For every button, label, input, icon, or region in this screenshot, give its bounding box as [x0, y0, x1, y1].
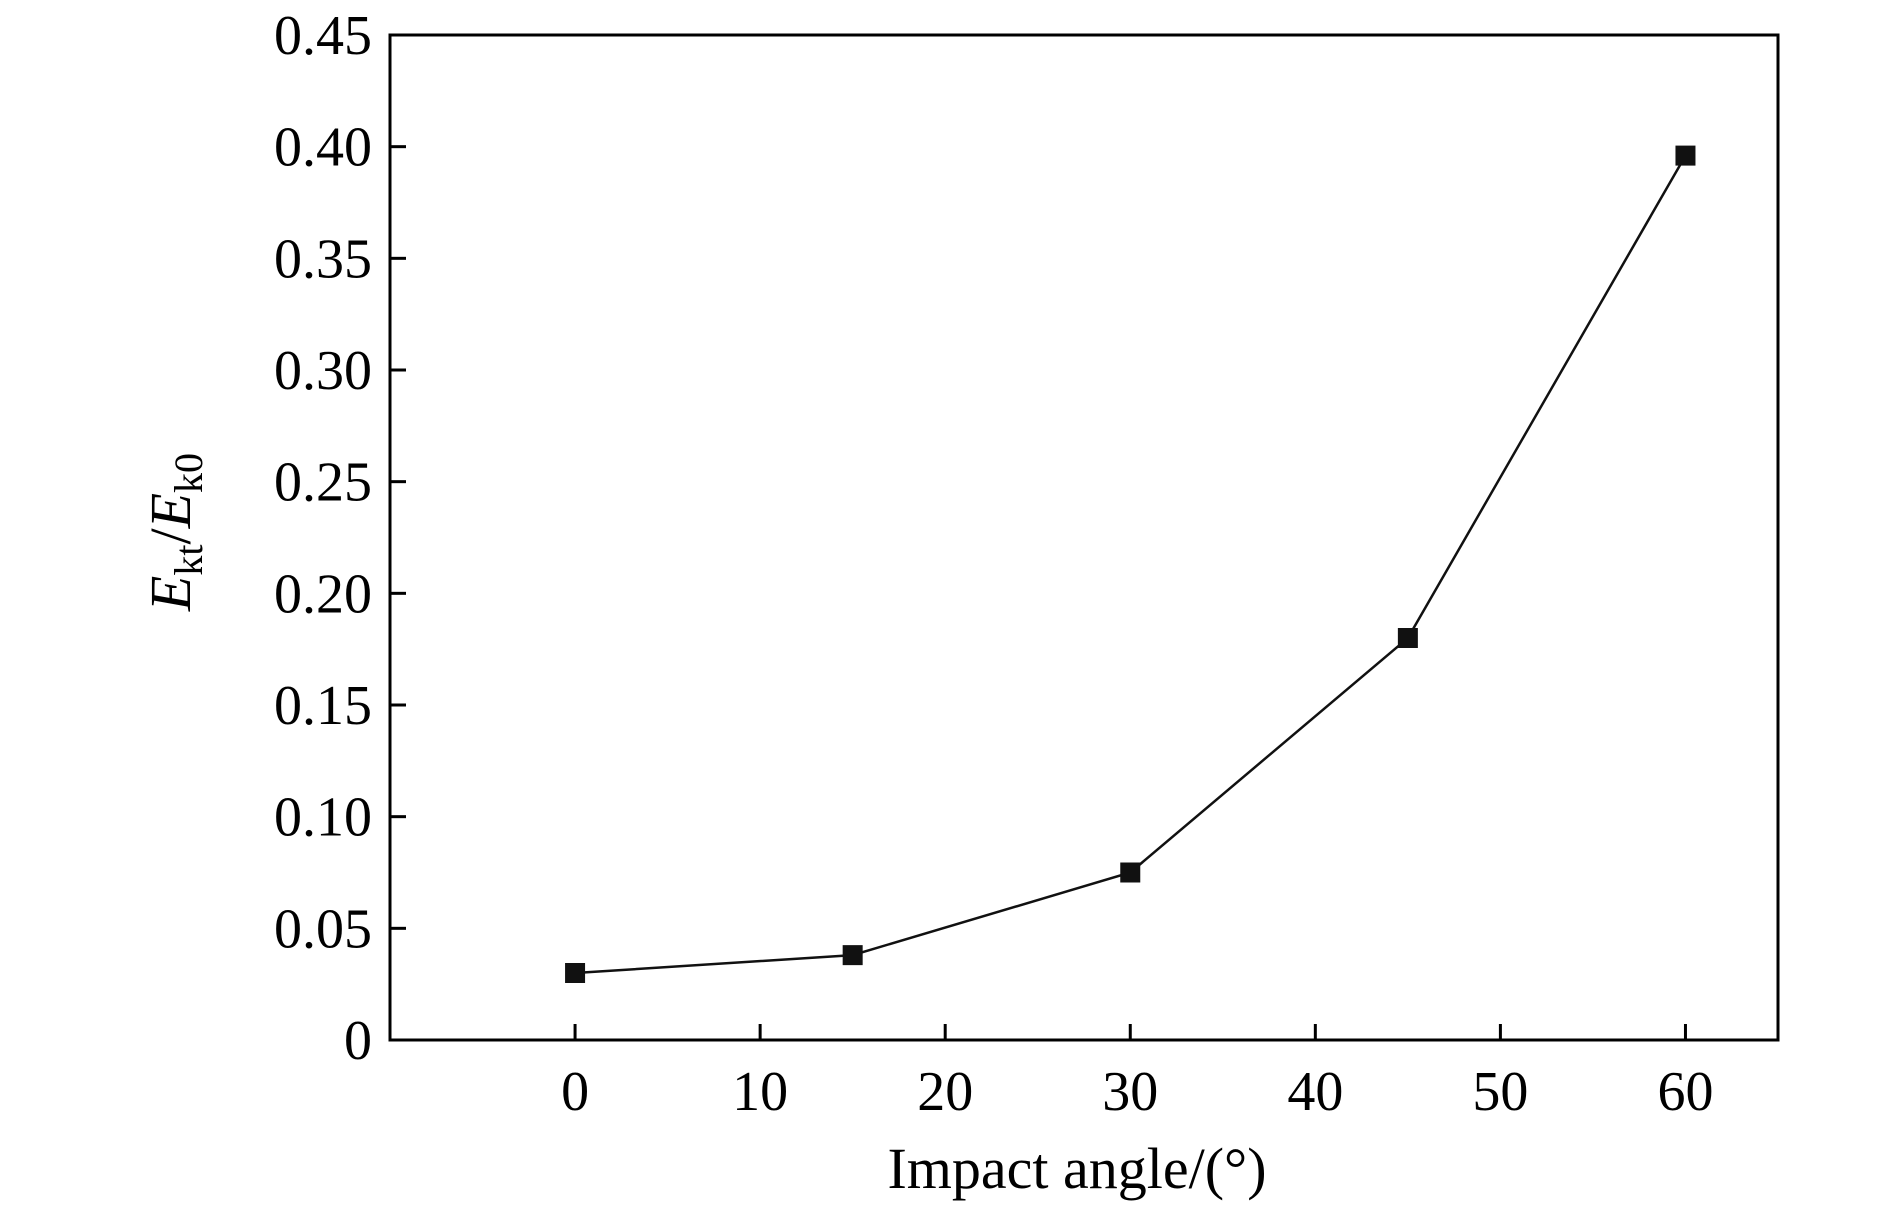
- x-tick-label: 20: [917, 1061, 973, 1123]
- data-point: [842, 945, 863, 966]
- data-point: [565, 963, 586, 983]
- data-point: [1397, 628, 1418, 648]
- y-tick-label: 0.35: [274, 228, 372, 290]
- y-tick-label: 0.25: [274, 452, 372, 514]
- x-tick-label: 60: [1657, 1061, 1713, 1123]
- x-axis-title: Impact angle/(°): [887, 1136, 1266, 1201]
- data-point: [1675, 145, 1696, 166]
- y-tick-label: 0.10: [274, 787, 372, 849]
- y-tick-label: 0.45: [274, 5, 372, 67]
- x-tick-label: 0: [561, 1061, 589, 1123]
- y-axis-title-den-symbol: E: [138, 493, 203, 529]
- x-tick-label: 10: [732, 1061, 788, 1123]
- y-tick-label: 0.40: [274, 117, 372, 179]
- y-axis-title-num-subscript: kt: [166, 545, 211, 576]
- y-axis-title-num-symbol: E: [138, 576, 203, 612]
- y-axis-title: Ekt/Ek0: [138, 453, 211, 612]
- plot-frame: [388, 33, 1780, 1042]
- x-tick-label: 30: [1102, 1061, 1158, 1123]
- y-tick-label: 0.15: [274, 675, 372, 737]
- y-axis-title-den-subscript: k0: [166, 453, 211, 493]
- y-tick-label: 0.20: [274, 563, 372, 625]
- x-tick-label: 50: [1472, 1061, 1528, 1123]
- y-tick-label: 0.05: [274, 898, 372, 960]
- y-tick-label: 0: [344, 1010, 372, 1072]
- data-point: [1120, 862, 1141, 883]
- x-tick-label: 40: [1287, 1061, 1343, 1123]
- y-tick-label: 0.30: [274, 340, 372, 402]
- y-axis-title-separator: /: [138, 528, 203, 545]
- plot-layer: 0 0.05 0.10 0.15 0.20 0.25 0.30 0.35 0.40 0.45 0 10…: [274, 5, 1780, 1123]
